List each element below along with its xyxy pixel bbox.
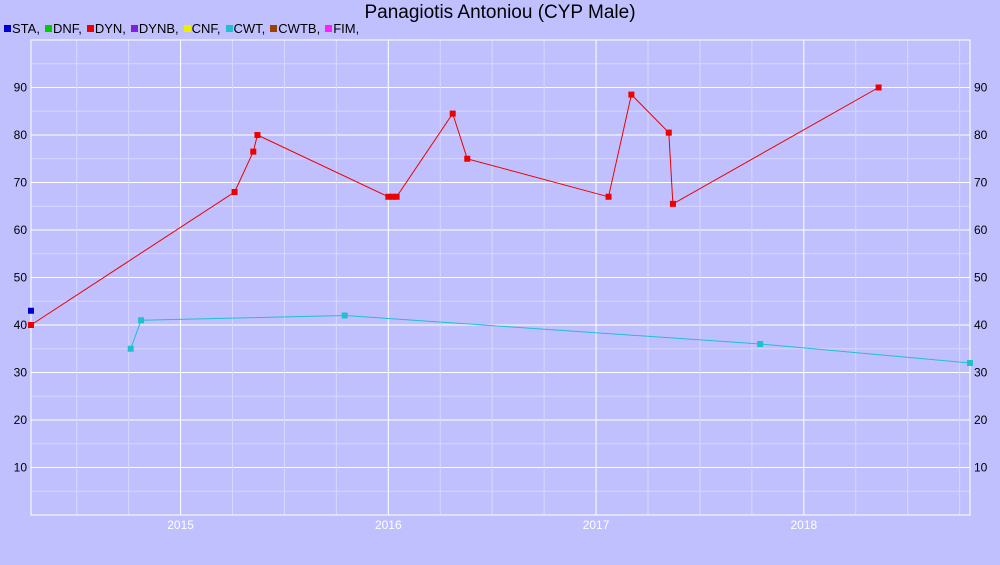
y-tick-label-right: 10 bbox=[974, 461, 988, 475]
legend-swatch bbox=[130, 25, 138, 32]
y-tick-label-right: 40 bbox=[974, 318, 988, 332]
chart-title: Panagiotis Antoniou (CYP Male) bbox=[364, 2, 636, 23]
legend-swatch bbox=[86, 25, 94, 32]
x-tick-label: 2015 bbox=[167, 518, 194, 532]
y-tick-label-right: 50 bbox=[974, 271, 988, 285]
data-point-cwt bbox=[967, 360, 973, 366]
y-tick-label-left: 40 bbox=[14, 318, 28, 332]
legend-label: CWTB, bbox=[278, 21, 321, 36]
legend-label: CNF, bbox=[191, 21, 221, 36]
data-point-dyn bbox=[28, 322, 34, 328]
legend: STA, DNF, DYN, DYNB, CNF, CWT, CWTB, FIM, bbox=[4, 21, 364, 36]
y-tick-label-right: 70 bbox=[974, 176, 988, 190]
legend-label: STA, bbox=[12, 21, 40, 36]
data-point-dyn bbox=[669, 200, 676, 207]
legend-item: DYNB, bbox=[130, 21, 179, 36]
y-tick-label-left: 90 bbox=[14, 81, 28, 95]
data-point-dyn bbox=[665, 129, 672, 136]
data-point-dyn bbox=[628, 91, 635, 98]
legend-label: DNF, bbox=[52, 21, 82, 36]
data-point-dyn bbox=[875, 84, 882, 91]
legend-item: DNF, bbox=[44, 21, 82, 36]
y-tick-label-right: 20 bbox=[974, 413, 988, 427]
legend-item: CWTB, bbox=[270, 21, 320, 36]
data-point-dyn bbox=[254, 132, 261, 138]
data-point-cwt bbox=[341, 312, 348, 319]
plot-border bbox=[30, 39, 971, 516]
x-tick-label: 2018 bbox=[790, 518, 817, 532]
y-tick-label-left: 70 bbox=[14, 176, 28, 190]
y-tick-label-left: 60 bbox=[14, 223, 28, 237]
data-point-dyn bbox=[250, 148, 257, 155]
data-point-sta bbox=[28, 307, 34, 314]
data-point-dyn bbox=[389, 193, 396, 200]
y-tick-label-right: 80 bbox=[974, 128, 988, 142]
legend-item: CNF, bbox=[183, 21, 221, 36]
y-tick-label-left: 80 bbox=[14, 128, 28, 142]
legend-swatch bbox=[325, 25, 333, 32]
legend-item: FIM, bbox=[325, 21, 359, 36]
data-point-dyn bbox=[393, 193, 400, 200]
y-tick-label-right: 60 bbox=[974, 223, 988, 237]
y-tick-label-left: 10 bbox=[14, 461, 28, 475]
legend-swatch bbox=[183, 25, 191, 32]
data-point-dyn bbox=[385, 193, 392, 200]
legend-item: STA, bbox=[4, 21, 40, 36]
legend-swatch bbox=[44, 25, 52, 32]
data-point-dyn bbox=[449, 110, 456, 117]
data-point-dyn bbox=[464, 155, 471, 162]
legend-label: DYNB, bbox=[138, 21, 179, 36]
y-tick-label-left: 50 bbox=[14, 271, 28, 285]
legend-swatch bbox=[4, 25, 11, 32]
y-tick-label-right: 30 bbox=[974, 366, 988, 380]
data-point-cwt bbox=[757, 341, 764, 347]
x-tick-label: 2016 bbox=[375, 518, 402, 532]
data-point-cwt bbox=[138, 317, 145, 324]
y-tick-label-right: 90 bbox=[974, 81, 988, 95]
legend-swatch bbox=[225, 25, 233, 32]
y-tick-label-left: 20 bbox=[14, 413, 28, 427]
legend-item: DYN, bbox=[86, 21, 126, 36]
data-point-cwt bbox=[127, 345, 134, 352]
y-tick-label-left: 30 bbox=[14, 366, 28, 380]
legend-label: FIM, bbox=[333, 21, 360, 36]
data-point-dyn bbox=[231, 189, 238, 195]
legend-label: CWT, bbox=[233, 21, 266, 36]
data-point-dyn bbox=[605, 193, 612, 200]
legend-swatch bbox=[270, 25, 278, 32]
legend-label: DYN, bbox=[94, 21, 126, 36]
x-tick-label: 2017 bbox=[583, 518, 610, 532]
legend-item: CWT, bbox=[225, 21, 266, 36]
